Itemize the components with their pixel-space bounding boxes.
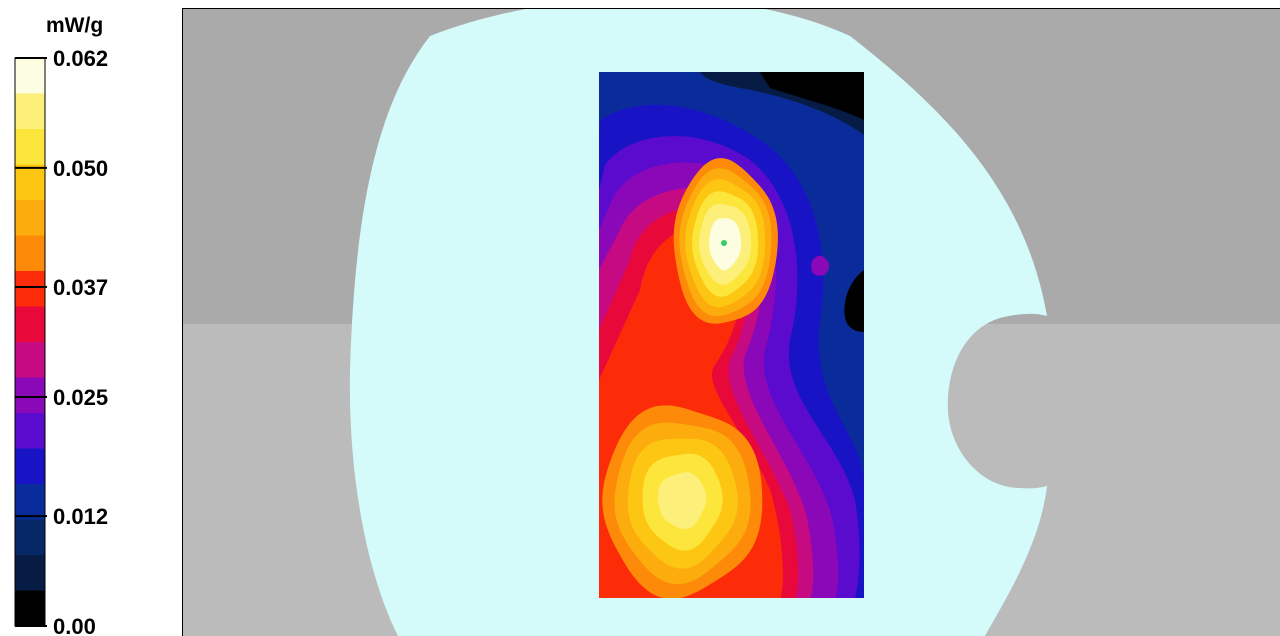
colorbar-swatch xyxy=(15,377,45,414)
plot-area xyxy=(182,8,1280,636)
colorbar-tick-label: 0.062 xyxy=(53,46,108,71)
colorbar-swatch xyxy=(15,306,45,343)
colorbar-tick-label: 0.050 xyxy=(53,156,108,181)
contour-dark-region xyxy=(844,270,864,332)
colorbar-tick-label: 0.037 xyxy=(53,275,108,300)
colorbar-ticks: 0.062 0.050 0.037 0.025 0.012 0.00 xyxy=(15,46,108,636)
colorbar-swatches xyxy=(15,58,45,627)
colorbar-swatch xyxy=(15,448,45,485)
colorbar-swatch xyxy=(15,129,45,166)
contour-peak-lower xyxy=(658,472,707,530)
colorbar-swatch xyxy=(15,484,45,521)
colorbar-swatch xyxy=(15,519,45,556)
colorbar-swatch xyxy=(15,58,45,95)
colorbar-swatch xyxy=(15,235,45,272)
colorbar-tick-label: 0.012 xyxy=(53,504,108,529)
colorbar-swatch xyxy=(15,93,45,130)
colorbar-swatch xyxy=(15,342,45,379)
peak-marker xyxy=(721,240,727,246)
contour-dark-region xyxy=(760,72,864,120)
contour-small-spot xyxy=(811,255,830,276)
colorbar-swatch xyxy=(15,200,45,237)
colorbar-swatch xyxy=(15,413,45,450)
colorbar-tick-label: 0.025 xyxy=(53,385,108,410)
colorbar-tick-label: 0.00 xyxy=(53,614,96,636)
colorbar-unit-label: mW/g xyxy=(46,14,103,37)
colorbar-swatch xyxy=(15,590,45,627)
colorbar-swatch xyxy=(15,555,45,592)
colorbar-swatch xyxy=(15,164,45,201)
colorbar: mW/g 0.062 0.050 0.037 0.025 0.012 0.00 xyxy=(14,14,108,636)
scan-area xyxy=(599,72,864,598)
colorbar-swatch xyxy=(15,271,45,308)
sar-contour-layers xyxy=(599,72,864,598)
